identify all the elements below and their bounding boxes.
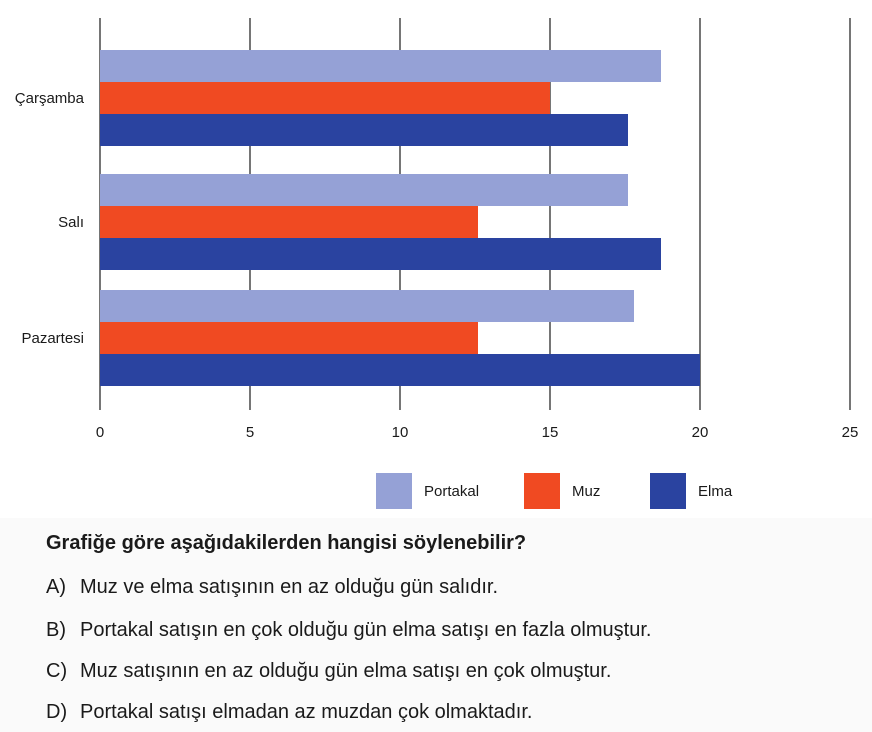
- legend-swatch-muz: [524, 473, 560, 509]
- legend-label-elma: Elma: [698, 482, 733, 500]
- option-letter: A): [46, 576, 66, 598]
- x-tick-label: 0: [96, 424, 104, 441]
- option-text: Muz ve elma satışının en az olduğu gün s…: [80, 576, 499, 598]
- option-letter: C): [46, 660, 68, 682]
- y-category-label: Pazartesi: [21, 330, 84, 347]
- option-letter: B): [46, 619, 66, 641]
- legend-swatch-elma: [650, 473, 686, 509]
- option-text: Portakal satışı elmadan az muzdan çok ol…: [80, 701, 533, 723]
- question-block: Grafiğe göre aşağıdakilerden hangisi söy…: [0, 518, 872, 732]
- bar-muz: [100, 206, 478, 238]
- x-tick-label: 10: [392, 424, 409, 441]
- x-tick-label: 5: [246, 424, 254, 441]
- option-letter: D): [46, 701, 68, 723]
- option-text: Muz satışının en az olduğu gün elma satı…: [80, 660, 612, 682]
- bar-muz: [100, 322, 478, 354]
- option-b[interactable]: B) Portakal satışın en çok olduğu gün elm…: [46, 619, 651, 642]
- legend-item-muz: Muz: [524, 473, 600, 509]
- bar-portakal: [100, 174, 628, 206]
- legend-item-elma: Elma: [650, 473, 732, 509]
- x-tick-label: 25: [842, 424, 859, 441]
- option-a[interactable]: A) Muz ve elma satışının en az olduğu gün…: [46, 576, 498, 599]
- x-tick-label: 15: [542, 424, 559, 441]
- legend-label-portakal: Portakal: [424, 482, 480, 500]
- bar-chart: 0 5 10 15 20 25 Çarşamba Salı Pazartesi: [15, 18, 859, 441]
- option-c[interactable]: C) Muz satışının en az olduğu gün elma sa…: [46, 660, 611, 683]
- bar-elma: [100, 238, 661, 270]
- legend-item-portakal: Portakal: [376, 473, 479, 509]
- option-d[interactable]: D) Portakal satışı elmadan az muzdan çok …: [46, 701, 532, 724]
- legend-swatch-portakal: [376, 473, 412, 509]
- bar-portakal: [100, 50, 661, 82]
- legend-label-muz: Muz: [572, 482, 601, 500]
- bar-muz: [100, 82, 550, 114]
- x-tick-label: 20: [692, 424, 709, 441]
- bar-elma: [100, 114, 628, 146]
- y-category-label: Salı: [58, 214, 84, 231]
- chart-legend: Portakal Muz Elma: [0, 473, 872, 513]
- option-text: Portakal satışın en çok olduğu gün elma …: [80, 619, 652, 641]
- y-category-label: Çarşamba: [15, 90, 85, 107]
- bar-portakal: [100, 290, 634, 322]
- question-text: Grafiğe göre aşağıdakilerden hangisi söy…: [46, 532, 527, 554]
- bar-elma: [100, 354, 700, 386]
